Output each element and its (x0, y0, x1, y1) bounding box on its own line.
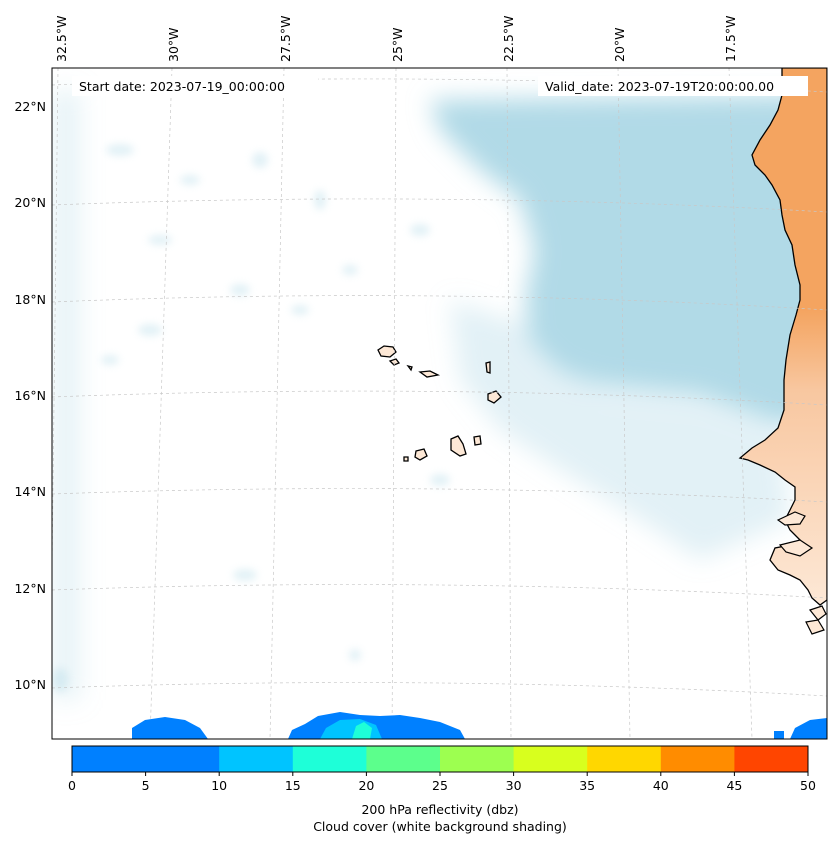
lon-label-32-5w: 32.5°W (54, 16, 69, 62)
colorbar-subtitle: Cloud cover (white background shading) (313, 819, 567, 834)
graticule (52, 68, 827, 739)
colorbar-tick-label: 10 (211, 778, 227, 793)
colorbar-tick-label: 45 (726, 778, 742, 793)
colorbar: 0 5 10 15 20 25 30 35 40 45 50 200 hPa reflectivit… (68, 745, 816, 834)
colorbar-tick-label: 15 (285, 778, 301, 793)
lon-label-25w: 25°W (390, 27, 405, 62)
colorbar-swatch (734, 746, 809, 772)
colorbar-tick-label: 5 (142, 778, 150, 793)
colorbar-tick-label: 0 (68, 778, 76, 793)
island-santo-antao (377, 345, 397, 358)
colorbar-tick-label: 35 (579, 778, 595, 793)
colorbar-tick-label: 40 (653, 778, 669, 793)
colorbar-swatch (660, 746, 735, 772)
island-brava (403, 456, 409, 462)
map-area: Start date: 2023-07-19_00:00:00 Valid_da… (52, 68, 827, 739)
island-santiago (450, 435, 467, 457)
map-frame (51, 67, 828, 740)
valid-date-annotation: Valid_date: 2023-07-19T20:00:00.00 (538, 76, 808, 96)
island-fogo (414, 448, 428, 461)
lat-label-22n: 22°N (14, 99, 46, 114)
island-santa-luzia (406, 364, 413, 372)
cape-verde-islands (377, 345, 502, 462)
scattered-clouds (52, 144, 450, 692)
island-maio (473, 435, 482, 446)
lon-label-22-5w: 22.5°W (501, 16, 516, 62)
colorbar-tick-label: 25 (432, 778, 448, 793)
colorbar-title: 200 hPa reflectivity (dbz) (361, 802, 518, 817)
colorbar-swatch (219, 746, 294, 772)
longitude-labels: 32.5°W 30°W 27.5°W 25°W 22.5°W 20°W 17.5… (54, 16, 738, 62)
lon-label-27-5w: 27.5°W (278, 16, 293, 62)
colorbar-swatch (292, 746, 367, 772)
colorbar-tick-label: 50 (800, 778, 816, 793)
island-boa-vista (487, 390, 502, 404)
lat-label-20n: 20°N (14, 195, 46, 210)
lat-label-12n: 12°N (14, 581, 46, 596)
africa-landmass (738, 68, 827, 606)
cloud-cover-shading (52, 90, 827, 700)
start-date-text: Start date: 2023-07-19_00:00:00 (79, 79, 285, 94)
colorbar-swatch (145, 746, 220, 772)
island-sal (485, 361, 491, 374)
latitude-labels: 22°N 20°N 18°N 16°N 14°N 12°N 10°N (14, 99, 46, 692)
start-date-annotation: Start date: 2023-07-19_00:00:00 (72, 76, 318, 96)
colorbar-swatch (587, 746, 662, 772)
colorbar-swatch (366, 746, 441, 772)
colorbar-ticks: 0 5 10 15 20 25 30 35 40 45 50 (68, 772, 816, 793)
colorbar-swatch (72, 746, 147, 772)
colorbar-tick-label: 30 (506, 778, 522, 793)
lat-label-18n: 18°N (14, 292, 46, 307)
colorbar-swatch (513, 746, 588, 772)
lat-label-14n: 14°N (14, 484, 46, 499)
lon-label-20w: 20°W (612, 27, 627, 62)
lon-label-30w: 30°W (166, 27, 181, 62)
reflectivity-blobs (132, 712, 827, 739)
coastline-detail (776, 511, 827, 635)
lat-label-10n: 10°N (14, 677, 46, 692)
colorbar-tick-label: 20 (358, 778, 374, 793)
reflectivity-blob-west (132, 717, 208, 739)
island-sao-nicolau (418, 370, 441, 378)
lat-label-16n: 16°N (14, 388, 46, 403)
valid-date-text: Valid_date: 2023-07-19T20:00:00.00 (545, 79, 774, 94)
lon-label-17-5w: 17.5°W (723, 16, 738, 62)
colorbar-swatch (440, 746, 515, 772)
reflectivity-blob-east (790, 718, 827, 739)
colorbar-swatches (72, 746, 809, 772)
